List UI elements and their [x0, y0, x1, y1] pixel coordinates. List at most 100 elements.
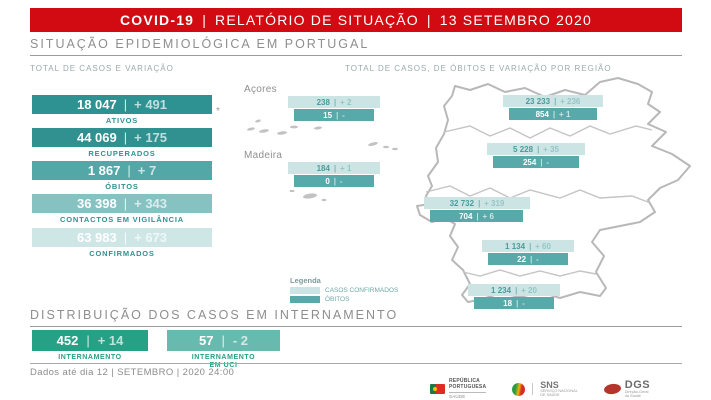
- cases-value: 184: [316, 163, 330, 173]
- pipe: |: [537, 144, 540, 154]
- cases-value: 238: [316, 97, 330, 107]
- logo-text: PORTUGUESA: [449, 383, 487, 390]
- deaths-value: 18: [503, 298, 513, 308]
- stat-value: 452: [56, 333, 79, 348]
- stat-box-ativos: 18 047 | + 491: [32, 95, 212, 114]
- deaths-value: 15: [323, 110, 333, 120]
- portugal-flag-icon: [430, 384, 445, 395]
- totals-subheader: TOTAL DE CASOS E VARIAÇÃO: [30, 64, 174, 73]
- deaths-delta: -: [342, 110, 345, 120]
- legend-deaths-swatch: [290, 296, 320, 303]
- stat-delta: + 673: [134, 230, 168, 245]
- cases-value: 1 234: [491, 285, 512, 295]
- stat-label: RECUPERADOS: [88, 149, 156, 158]
- cases-value: 5 228: [513, 144, 534, 154]
- stat-value: 1 867: [87, 163, 121, 178]
- deaths-delta: -: [536, 254, 539, 264]
- section-title-epidemiology: SITUAÇÃO EPIDEMIOLÓGICA EM PORTUGAL: [30, 37, 682, 56]
- deaths-delta: -: [546, 157, 550, 167]
- pipe: |: [123, 230, 128, 245]
- pipe: |: [516, 298, 519, 308]
- logo-text: DGS: [624, 379, 651, 392]
- pipe: |: [123, 97, 128, 112]
- stat-label: ÓBITOS: [105, 182, 139, 191]
- legend-confirmed-label: CASOS CONFIRMADOS: [325, 287, 399, 294]
- stat-delta: - 2: [232, 333, 249, 348]
- footer-logos: REPÚBLICA PORTUGUESA SAÚDE SNS SERVIÇO N…: [430, 378, 651, 400]
- stat-box-confirmados: 63 983 | + 673: [32, 228, 212, 247]
- stat-delta: + 343: [134, 196, 168, 211]
- deaths-delta: + 1: [559, 109, 571, 119]
- cases-value: 1 134: [505, 241, 526, 251]
- header-date: 13 SETEMBRO 2020: [439, 12, 592, 28]
- region-alentejo-cases: 1 134 | + 60: [482, 240, 574, 252]
- region-norte-deaths: 854 | + 1: [509, 108, 597, 120]
- section-title-internment: DISTRIBUIÇÃO DOS CASOS EM INTERNAMENTO: [30, 308, 682, 327]
- pipe: |: [333, 97, 337, 107]
- header-brand: COVID-19: [120, 12, 195, 28]
- acores-islands: [247, 119, 398, 151]
- deaths-delta: -: [339, 176, 343, 186]
- stat-obitos: 1 867 | + 7 ÓBITOS: [32, 161, 212, 191]
- stat-delta: + 175: [134, 130, 168, 145]
- sns-sphere-icon: [512, 382, 526, 396]
- region-lisboa-cases: 32 732 | + 319: [424, 197, 530, 209]
- stat-box-internamento-uci: 57 | - 2: [167, 330, 280, 351]
- divider: [30, 363, 682, 364]
- stat-label: CONFIRMADOS: [89, 249, 155, 258]
- pipe: |: [127, 163, 131, 178]
- pipe: |: [554, 96, 557, 106]
- region-centro-cases: 5 228 | + 35: [487, 143, 585, 155]
- region-alentejo-deaths: 22 | -: [488, 253, 568, 265]
- deaths-value: 854: [535, 109, 549, 119]
- pipe: |: [478, 198, 481, 208]
- pipe: |: [540, 157, 543, 167]
- stat-box-obitos: 1 867 | + 7: [32, 161, 212, 180]
- stat-delta: + 491: [134, 97, 168, 112]
- pipe: |: [333, 176, 336, 186]
- stat-ativos: 18 047 | + 491 ATIVOS: [32, 95, 212, 125]
- logo-text: REPÚBLICA: [449, 378, 480, 384]
- region-norte-cases: 23 233 | + 236: [503, 95, 603, 107]
- stat-confirmados: 63 983 | + 673 CONFIRMADOS: [32, 228, 212, 258]
- deaths-value: 0: [325, 176, 330, 186]
- stat-value: 44 069: [76, 130, 117, 145]
- pipe: |: [123, 196, 128, 211]
- cases-delta: + 35: [543, 144, 559, 154]
- cases-value: 32 732: [449, 198, 475, 208]
- stat-box-internamento: 452 | + 14: [32, 330, 148, 351]
- pipe: |: [333, 163, 337, 173]
- header-bar: COVID-19 | RELATÓRIO DE SITUAÇÃO | 13 SE…: [30, 8, 682, 32]
- region-lisboa-deaths: 704 | + 6: [430, 210, 523, 222]
- pipe: |: [515, 285, 518, 295]
- deaths-value: 704: [459, 211, 473, 221]
- stat-contactos: 36 398 | + 343 CONTACTOS EM VIGILÂNCIA: [32, 194, 212, 224]
- dgs-oval-icon: [603, 383, 622, 396]
- acores-label: Açores: [244, 84, 277, 95]
- cases-delta: + 236: [560, 96, 581, 106]
- legend-title: Legenda: [290, 276, 321, 285]
- pipe: |: [221, 333, 225, 348]
- pipe: |: [86, 333, 90, 348]
- region-centro-deaths: 254 | -: [493, 156, 579, 168]
- pipe: |: [529, 241, 532, 251]
- region-madeira-deaths: 0 | -: [294, 175, 374, 187]
- pipe: |: [476, 211, 479, 221]
- stat-delta: + 14: [97, 333, 124, 348]
- stat-recuperados: 44 069 | + 175 RECUPERADOS: [32, 128, 212, 158]
- stat-label: INTERNAMENTO: [58, 354, 122, 361]
- stat-value: 36 398: [76, 196, 117, 211]
- stat-internamento: 452 | + 14 INTERNAMENTO: [32, 330, 148, 362]
- logo-text: SNS: [540, 380, 559, 391]
- republica-portuguesa-logo: REPÚBLICA PORTUGUESA SAÚDE: [430, 378, 487, 400]
- logo-text: SAÚDE: [449, 392, 487, 400]
- deaths-value: 254: [522, 157, 537, 167]
- stat-value: 18 047: [76, 97, 117, 112]
- stat-label: ATIVOS: [105, 116, 139, 125]
- stat-value: 57: [198, 333, 214, 348]
- stat-box-contactos: 36 398 | + 343: [32, 194, 212, 213]
- region-algarve-deaths: 18 | -: [474, 297, 554, 309]
- legend-confirmed-swatch: [290, 287, 320, 294]
- header-separator: |: [202, 12, 208, 28]
